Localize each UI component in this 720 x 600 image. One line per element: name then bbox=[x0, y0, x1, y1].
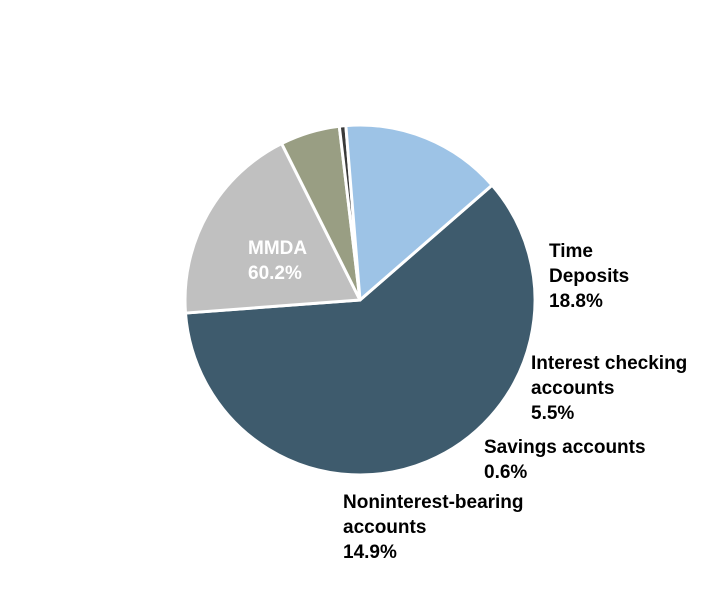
pie-label-mmda: MMDA 60.2% bbox=[248, 238, 307, 284]
pie-label-interest-checking-accounts: Interest checking accounts 5.5% bbox=[531, 353, 687, 424]
pie-label-value: 60.2% bbox=[248, 263, 302, 284]
pie-label-value: 0.6% bbox=[484, 462, 527, 483]
pie-label-noninterest-bearing-accounts: Noninterest-bearing accounts 14.9% bbox=[343, 492, 524, 563]
pie-label-value: 14.9% bbox=[343, 542, 397, 563]
pie-label-value: 18.8% bbox=[549, 291, 603, 312]
pie-label-name: accounts bbox=[343, 517, 426, 538]
pie-slice-mmda bbox=[183, 183, 537, 477]
pie-label-name: Time bbox=[549, 241, 593, 262]
pie-label-name: Noninterest-bearing bbox=[343, 492, 524, 513]
pie-label-name: accounts bbox=[531, 378, 614, 399]
pie-label-value: 5.5% bbox=[531, 403, 574, 424]
pie-label-savings-accounts: Savings accounts 0.6% bbox=[484, 437, 646, 483]
pie-slice-noninterest-bearing-accounts bbox=[344, 123, 494, 302]
pie-label-name: Savings accounts bbox=[484, 437, 646, 458]
pie-label-name: MMDA bbox=[248, 238, 307, 259]
pie-label-name: Deposits bbox=[549, 266, 629, 287]
pie-slices bbox=[183, 123, 537, 477]
pie-slice-time-deposits bbox=[183, 142, 362, 315]
pie-label-time-deposits: Time Deposits 18.8% bbox=[549, 241, 629, 312]
pie-labels: MMDA 60.2% Time Deposits 18.8% Interest check… bbox=[248, 238, 687, 563]
pie-label-name: Interest checking bbox=[531, 353, 687, 374]
